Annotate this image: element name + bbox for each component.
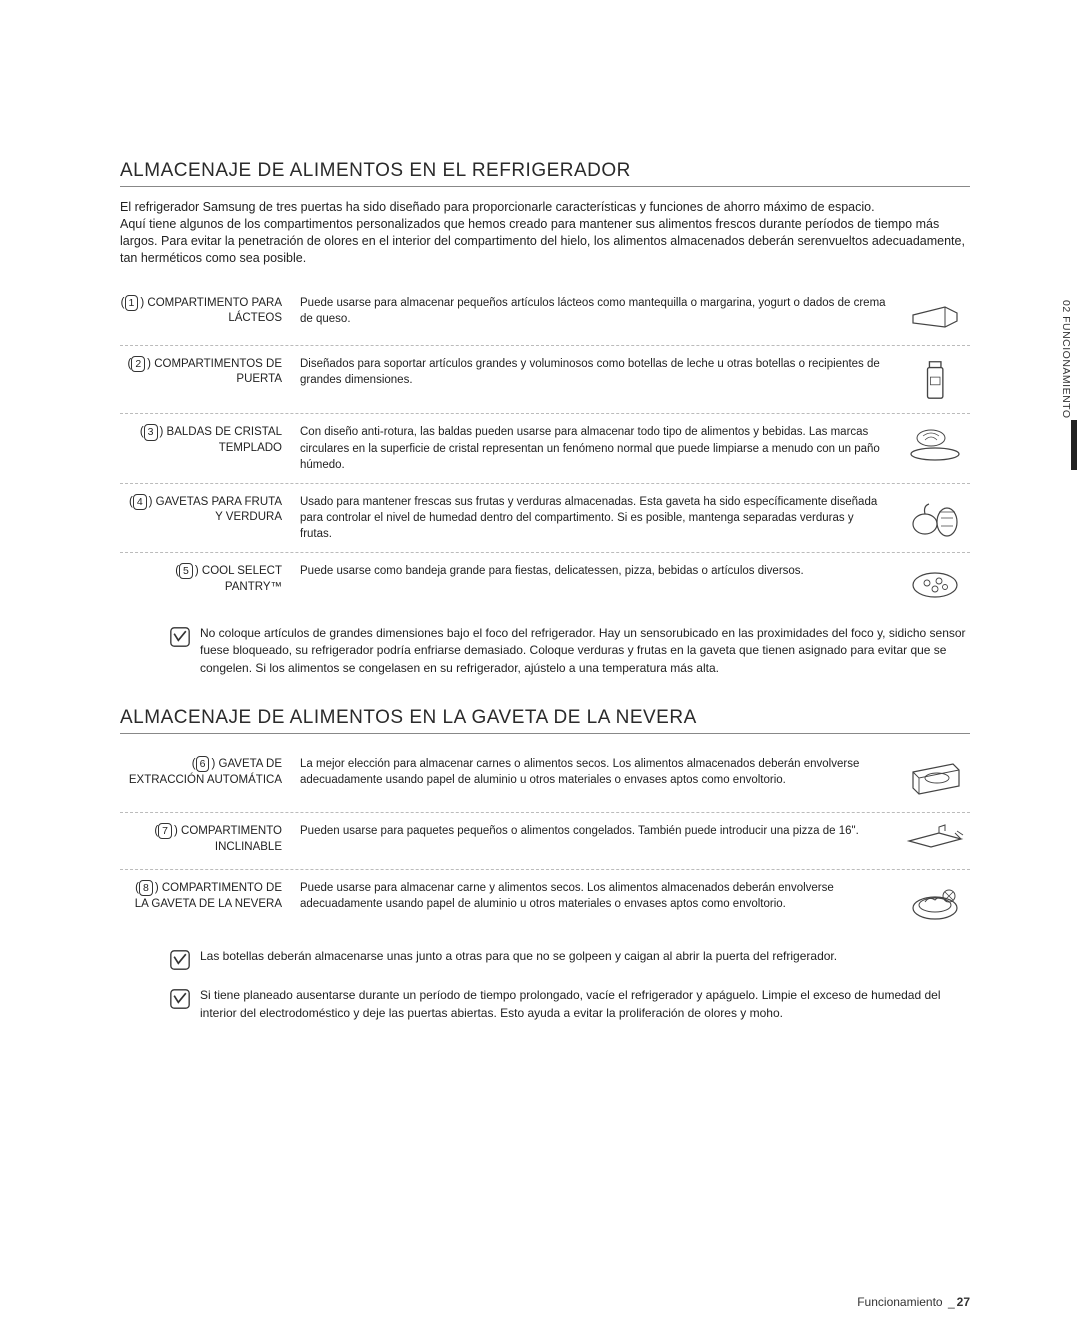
section1-note-row: No coloque artículos de grandes dimensio… xyxy=(120,625,970,677)
item-description: Diseñados para soportar artículos grande… xyxy=(300,356,900,388)
item-illustration-icon xyxy=(900,356,970,404)
item-number: 3 xyxy=(144,424,158,440)
item-row: (7) COMPARTIMENTO INCLINABLEPueden usars… xyxy=(120,813,970,870)
item-number: 2 xyxy=(131,356,145,372)
item-description: Pueden usarse para paquetes pequeños o a… xyxy=(300,823,900,839)
note-row: Las botellas deberán almacenarse unas ju… xyxy=(120,948,970,975)
item-illustration-icon xyxy=(900,880,970,926)
item-number: 6 xyxy=(196,756,210,772)
section2-notes: Las botellas deberán almacenarse unas ju… xyxy=(120,948,970,1022)
item-row: (3) BALDAS DE CRISTAL TEMPLADOCon diseño… xyxy=(120,414,970,483)
item-number: 4 xyxy=(133,494,147,510)
item-illustration-icon xyxy=(900,424,970,464)
side-tab-label: 02 FUNCIONAMIENTO xyxy=(1060,300,1072,419)
note-icon xyxy=(170,989,192,1014)
section2-title: ALMACENAJE DE ALIMENTOS EN LA GAVETA DE … xyxy=(120,707,970,734)
item-row: (8) COMPARTIMENTO DE LA GAVETA DE LA NEV… xyxy=(120,870,970,936)
item-illustration-icon xyxy=(900,494,970,540)
item-description: La mejor elección para almacenar carnes … xyxy=(300,756,900,788)
item-illustration-icon xyxy=(900,563,970,603)
item-label: (2) COMPARTIMENTOS DE PUERTA xyxy=(120,356,300,388)
note-icon xyxy=(170,950,192,975)
item-number: 7 xyxy=(158,823,172,839)
item-description: Puede usarse para almacenar pequeños art… xyxy=(300,295,900,327)
footer-page: 27 xyxy=(957,1295,970,1309)
item-description: Con diseño anti-rotura, las baldas puede… xyxy=(300,424,900,472)
item-description: Usado para mantener frescas sus frutas y… xyxy=(300,494,900,542)
item-number: 8 xyxy=(139,880,153,896)
footer-sep: _ xyxy=(948,1295,955,1309)
side-tab-bar xyxy=(1071,420,1077,470)
item-label: (7) COMPARTIMENTO INCLINABLE xyxy=(120,823,300,855)
page-content: ALMACENAJE DE ALIMENTOS EN EL REFRIGERAD… xyxy=(0,0,1080,1068)
section2-items: (6) GAVETA DE EXTRACCIÓN AUTOMÁTICALa me… xyxy=(120,746,970,936)
section1-title: ALMACENAJE DE ALIMENTOS EN EL REFRIGERAD… xyxy=(120,160,970,187)
item-description: Puede usarse como bandeja grande para fi… xyxy=(300,563,900,579)
item-description: Puede usarse para almacenar carne y alim… xyxy=(300,880,900,912)
note-text: Si tiene planeado ausentarse durante un … xyxy=(200,987,970,1022)
item-label: (8) COMPARTIMENTO DE LA GAVETA DE LA NEV… xyxy=(120,880,300,912)
item-label: (5) COOL SELECT PANTRY™ xyxy=(120,563,300,595)
item-row: (5) COOL SELECT PANTRY™Puede usarse como… xyxy=(120,553,970,613)
note-text: Las botellas deberán almacenarse unas ju… xyxy=(200,948,970,965)
section1-items: (1) COMPARTIMENTO PARA LÁCTEOSPuede usar… xyxy=(120,285,970,614)
section1-intro: El refrigerador Samsung de tres puertas … xyxy=(120,199,970,267)
note-icon xyxy=(170,627,192,652)
side-tab: 02 FUNCIONAMIENTO xyxy=(1060,300,1072,419)
footer-label: Funcionamiento xyxy=(857,1295,942,1309)
section1-note-text: No coloque artículos de grandes dimensio… xyxy=(200,625,970,677)
item-illustration-icon xyxy=(900,756,970,802)
page-footer: Funcionamiento _27 xyxy=(857,1295,970,1309)
item-number: 1 xyxy=(125,295,139,311)
item-label: (4) GAVETAS PARA FRUTA Y VERDURA xyxy=(120,494,300,526)
item-label: (6) GAVETA DE EXTRACCIÓN AUTOMÁTICA xyxy=(120,756,300,788)
item-illustration-icon xyxy=(900,295,970,335)
note-row: Si tiene planeado ausentarse durante un … xyxy=(120,987,970,1022)
item-number: 5 xyxy=(179,563,193,579)
item-label: (1) COMPARTIMENTO PARA LÁCTEOS xyxy=(120,295,300,327)
item-illustration-icon xyxy=(900,823,970,859)
item-row: (2) COMPARTIMENTOS DE PUERTADiseñados pa… xyxy=(120,346,970,415)
item-label: (3) BALDAS DE CRISTAL TEMPLADO xyxy=(120,424,300,456)
item-row: (4) GAVETAS PARA FRUTA Y VERDURAUsado pa… xyxy=(120,484,970,553)
item-row: (6) GAVETA DE EXTRACCIÓN AUTOMÁTICALa me… xyxy=(120,746,970,813)
item-row: (1) COMPARTIMENTO PARA LÁCTEOSPuede usar… xyxy=(120,285,970,346)
